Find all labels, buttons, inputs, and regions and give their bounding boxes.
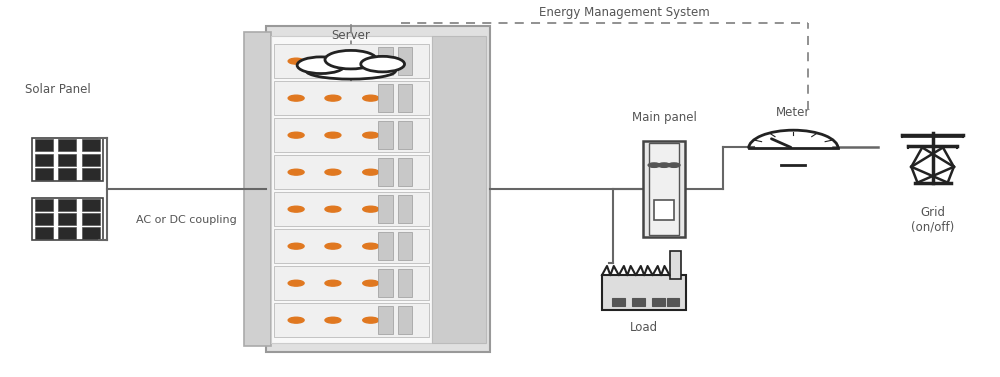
Bar [82, 199, 100, 211]
Bar [378, 121, 393, 149]
Bar [378, 84, 393, 112]
Bar [398, 47, 412, 75]
Bar [58, 168, 76, 180]
Text: Grid
(on/off): Grid (on/off) [911, 206, 954, 234]
Bar [398, 269, 412, 297]
Text: Meter: Meter [776, 106, 811, 119]
Bar [612, 298, 625, 306]
Bar [35, 213, 52, 225]
Bar [398, 195, 412, 223]
Circle shape [288, 317, 304, 323]
Bar [378, 47, 393, 75]
Bar [398, 158, 412, 186]
Circle shape [288, 206, 304, 212]
Bar [35, 139, 52, 152]
Bar [32, 138, 103, 181]
Bar [274, 118, 429, 152]
Bar [652, 298, 665, 306]
Circle shape [363, 243, 379, 249]
Circle shape [658, 163, 670, 167]
Bar [274, 229, 429, 263]
Circle shape [325, 280, 341, 286]
Bar [398, 121, 412, 149]
Bar [378, 158, 393, 186]
Circle shape [288, 132, 304, 138]
Circle shape [648, 163, 660, 167]
Bar [274, 266, 429, 300]
Circle shape [363, 206, 379, 212]
Bar [35, 153, 52, 166]
Bar [274, 155, 429, 189]
Circle shape [325, 243, 341, 249]
Text: Main panel: Main panel [632, 112, 697, 124]
Ellipse shape [297, 57, 345, 74]
Circle shape [288, 169, 304, 175]
Circle shape [325, 132, 341, 138]
Circle shape [325, 95, 341, 101]
Circle shape [325, 58, 341, 64]
Bar [398, 232, 412, 260]
Bar [667, 298, 679, 306]
Circle shape [363, 95, 379, 101]
Bar [58, 153, 76, 166]
Circle shape [363, 132, 379, 138]
Text: Server: Server [331, 29, 370, 42]
Bar [32, 198, 103, 240]
Circle shape [288, 243, 304, 249]
Bar [58, 139, 76, 152]
Bar [274, 81, 429, 115]
Bar [35, 199, 52, 211]
Bar [432, 35, 486, 343]
Bar [58, 227, 76, 239]
Text: Energy Management System: Energy Management System [539, 6, 710, 19]
Circle shape [288, 95, 304, 101]
Bar [35, 227, 52, 239]
Bar [670, 251, 681, 279]
Circle shape [288, 280, 304, 286]
Bar [82, 227, 100, 239]
Bar [378, 195, 393, 223]
Bar [274, 192, 429, 226]
Bar [398, 306, 412, 334]
Ellipse shape [306, 63, 396, 79]
Bar [82, 139, 100, 152]
Bar [82, 168, 100, 180]
Circle shape [363, 169, 379, 175]
Bar [632, 298, 645, 306]
Bar [271, 35, 432, 343]
Bar [378, 269, 393, 297]
Circle shape [325, 206, 341, 212]
Bar [82, 213, 100, 225]
Text: Load: Load [630, 320, 658, 334]
Circle shape [363, 280, 379, 286]
Circle shape [363, 317, 379, 323]
Text: Solar Panel: Solar Panel [25, 83, 90, 96]
Bar [398, 84, 412, 112]
Bar [82, 153, 100, 166]
Bar [378, 306, 393, 334]
Circle shape [325, 317, 341, 323]
Bar [649, 143, 679, 235]
Ellipse shape [325, 51, 377, 69]
Circle shape [668, 163, 680, 167]
Bar [602, 275, 686, 310]
Bar [35, 168, 52, 180]
Bar [274, 44, 429, 78]
Bar [274, 303, 429, 337]
Bar [643, 141, 685, 237]
Ellipse shape [361, 56, 405, 72]
Circle shape [325, 169, 341, 175]
Bar [244, 32, 271, 346]
Circle shape [363, 58, 379, 64]
Text: AC or DC coupling: AC or DC coupling [136, 215, 237, 225]
Bar [378, 232, 393, 260]
Bar [58, 199, 76, 211]
Bar [266, 26, 490, 352]
Bar [58, 213, 76, 225]
Bar [654, 200, 674, 220]
Circle shape [288, 58, 304, 64]
